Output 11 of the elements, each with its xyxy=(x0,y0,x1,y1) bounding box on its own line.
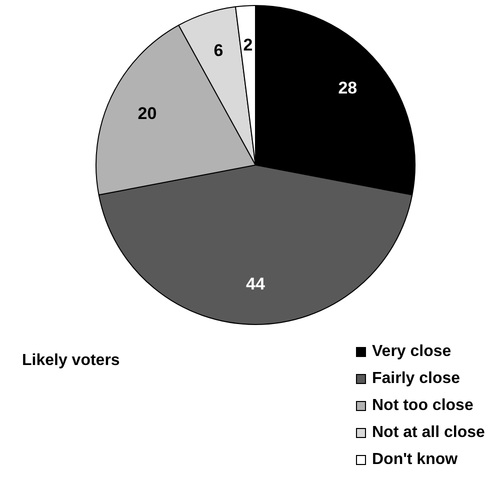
legend-label: Not at all close xyxy=(372,424,485,442)
data-label: 28 xyxy=(338,78,358,98)
data-label: 2 xyxy=(243,35,253,54)
legend-label: Don't know xyxy=(372,450,458,468)
legend-label: Very close xyxy=(372,342,452,360)
legend-label: Fairly close xyxy=(372,370,460,388)
text: Likely voters xyxy=(22,352,120,370)
data-label: 6 xyxy=(214,40,224,60)
data-label: 20 xyxy=(138,104,157,123)
legend-label: Not too close xyxy=(372,396,474,414)
data-label: 44 xyxy=(246,274,266,294)
